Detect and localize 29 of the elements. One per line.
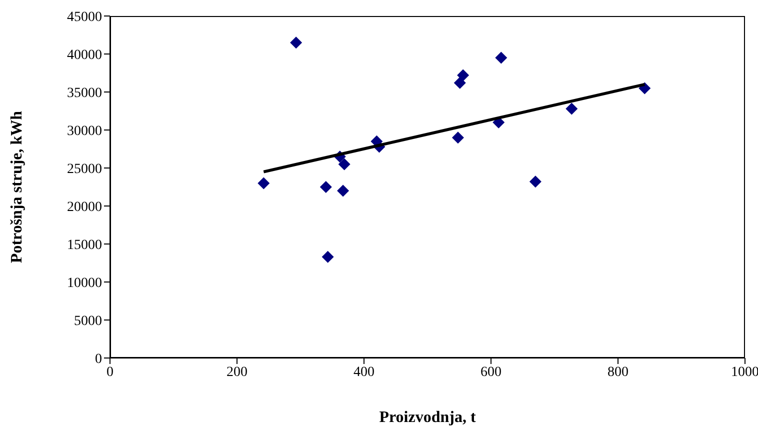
point	[566, 102, 578, 115]
point	[338, 158, 350, 170]
x-tick-label: 800	[608, 364, 628, 380]
y-axis-title: Potrošnja struje, kWh	[8, 110, 26, 264]
y-tick-label: 35000	[67, 86, 102, 101]
point	[452, 132, 464, 144]
y-tick-label: 20000	[67, 200, 102, 215]
point	[290, 36, 302, 49]
y-tick-label: 10000	[67, 276, 102, 291]
x-axis-title: Proizvodnja, t	[379, 409, 476, 426]
point	[322, 250, 334, 263]
point	[529, 176, 542, 188]
point	[258, 177, 270, 190]
y-tick-label: 40000	[67, 48, 102, 63]
y-tick-label: 0	[95, 352, 102, 367]
x-tick-label: 200	[226, 364, 248, 380]
x-tick-label: 0	[106, 364, 114, 380]
x-tick-label: 600	[480, 364, 502, 380]
y-tick-label: 25000	[67, 162, 102, 177]
point	[320, 181, 332, 193]
point	[337, 184, 350, 197]
point	[457, 69, 470, 82]
y-tick-label: 30000	[67, 124, 102, 139]
y-tick-label: 5000	[74, 314, 102, 329]
point	[454, 76, 466, 89]
y-tick-label: 15000	[67, 238, 102, 253]
y-tick-label: 45000	[67, 10, 102, 25]
x-tick-label: 400	[354, 364, 374, 380]
point	[495, 52, 508, 64]
